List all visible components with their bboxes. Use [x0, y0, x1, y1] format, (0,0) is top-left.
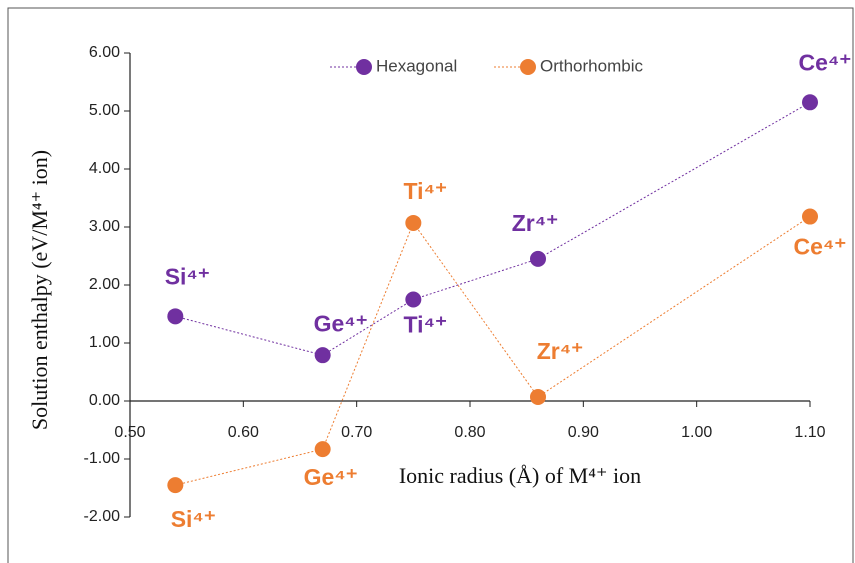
point-label: Ce⁴⁺ — [794, 234, 847, 260]
x-tick-label: 0.80 — [454, 424, 485, 441]
point-label: Ti⁴⁺ — [404, 178, 448, 204]
series-line — [175, 101, 811, 356]
point-label: Ce⁴⁺ — [799, 49, 852, 75]
y-tick-label: 5.00 — [89, 102, 120, 119]
x-tick-label: 0.70 — [341, 424, 372, 441]
point — [405, 214, 422, 231]
y-tick-label: 3.00 — [89, 218, 120, 235]
point-label: Ge⁴⁺ — [304, 464, 358, 490]
legend-label: Hexagonal — [376, 56, 457, 75]
x-tick-label: 0.50 — [114, 424, 145, 441]
legend-marker — [520, 59, 536, 75]
point-label: Ge⁴⁺ — [314, 310, 368, 336]
y-tick-label: 6.00 — [89, 44, 120, 61]
x-tick-label: 1.00 — [681, 424, 712, 441]
series-line — [175, 216, 811, 486]
x-tick-label: 0.60 — [228, 424, 259, 441]
point — [530, 388, 546, 405]
y-axis-label: Solution enthalpy (eV/M⁴⁺ ion) — [27, 150, 52, 430]
x-tick-label: 1.10 — [794, 424, 825, 441]
y-tick-label: -1.00 — [84, 450, 121, 467]
legend-label: Orthorhombic — [540, 56, 643, 75]
point-label: Ti⁴⁺ — [404, 312, 448, 338]
point-label: Zr⁴⁺ — [537, 338, 584, 364]
y-tick-label: 4.00 — [89, 160, 120, 177]
frame — [7, 7, 854, 563]
point-label: Si⁴⁺ — [171, 506, 216, 532]
x-tick-label: 0.90 — [568, 424, 599, 441]
point — [530, 250, 546, 267]
y-tick-label: -2.00 — [84, 508, 121, 525]
y-tick-label: 2.00 — [89, 276, 120, 293]
point — [167, 477, 184, 494]
point-label: Zr⁴⁺ — [512, 210, 559, 236]
point — [314, 441, 331, 458]
point — [802, 94, 818, 111]
legend-marker — [356, 59, 372, 75]
point — [314, 347, 331, 364]
y-tick-label: 0.00 — [89, 392, 120, 409]
point — [802, 208, 818, 225]
point-label: Si⁴⁺ — [165, 263, 210, 289]
point — [405, 291, 422, 308]
x-axis-label: Ionic radius (Å) of M⁴⁺ ion — [399, 463, 641, 488]
y-tick-label: 1.00 — [89, 334, 120, 351]
point — [167, 308, 184, 325]
